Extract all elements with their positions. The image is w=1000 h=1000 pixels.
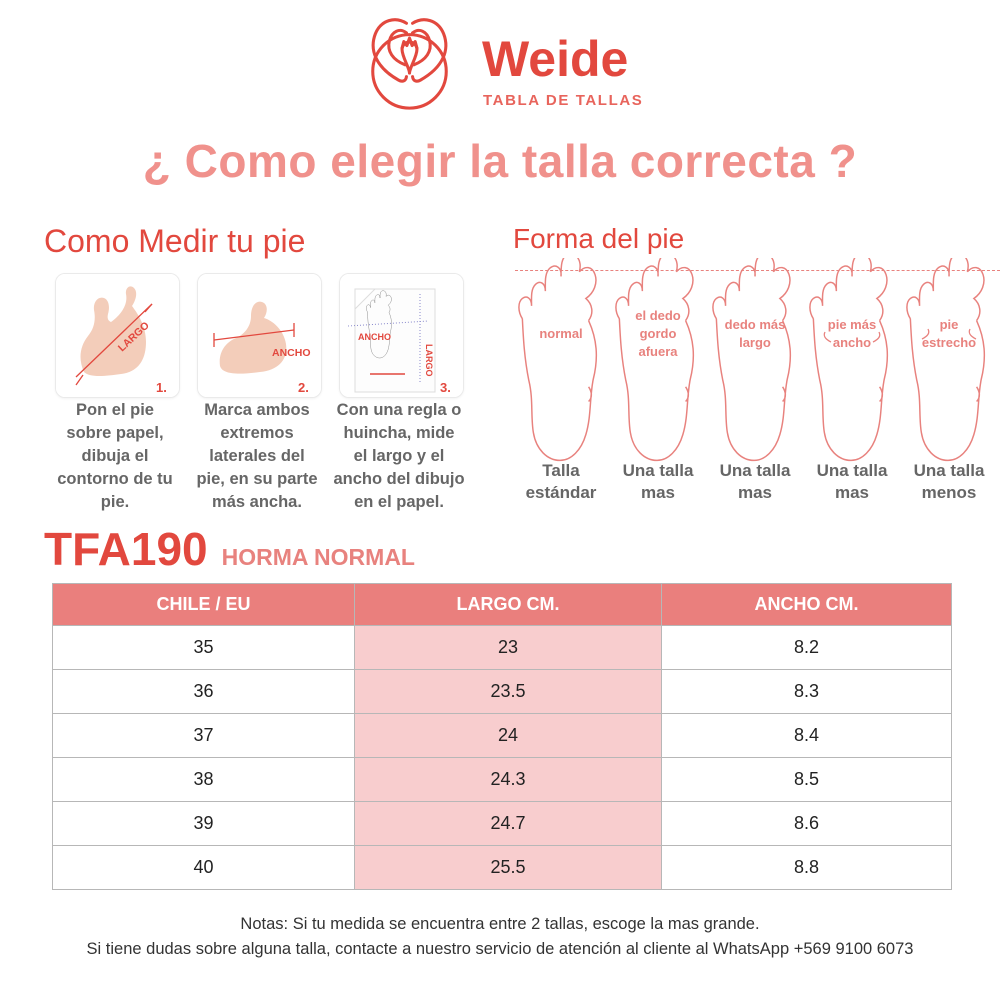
svg-text:pie más: pie más: [828, 317, 876, 332]
svg-text:ancho: ancho: [833, 335, 871, 350]
svg-text:ANCHO: ANCHO: [272, 347, 311, 359]
svg-text:Talla: Talla: [542, 461, 580, 480]
svg-text:Una talla: Una talla: [817, 461, 888, 480]
svg-text:Una talla: Una talla: [914, 461, 985, 480]
svg-text:2.: 2.: [298, 380, 309, 395]
svg-text:mas: mas: [835, 483, 869, 502]
svg-text:ANCHO: ANCHO: [358, 332, 391, 342]
svg-text:menos: menos: [922, 483, 977, 502]
svg-text:LARGO: LARGO: [424, 344, 434, 377]
svg-text:dedo más: dedo más: [725, 317, 786, 332]
svg-text:largo: largo: [739, 335, 771, 350]
svg-text:estrecho: estrecho: [922, 335, 976, 350]
svg-text:el dedo: el dedo: [635, 308, 681, 323]
svg-text:mas: mas: [738, 483, 772, 502]
svg-text:estándar: estándar: [526, 483, 597, 502]
svg-text:pie: pie: [940, 317, 959, 332]
svg-text:afuera: afuera: [638, 344, 678, 359]
svg-text:normal: normal: [539, 326, 582, 341]
svg-text:3.: 3.: [440, 380, 451, 395]
svg-text:1.: 1.: [156, 380, 167, 395]
svg-text:Una talla: Una talla: [720, 461, 791, 480]
svg-text:mas: mas: [641, 483, 675, 502]
svg-text:gordo: gordo: [640, 326, 677, 341]
svg-text:Una talla: Una talla: [623, 461, 694, 480]
